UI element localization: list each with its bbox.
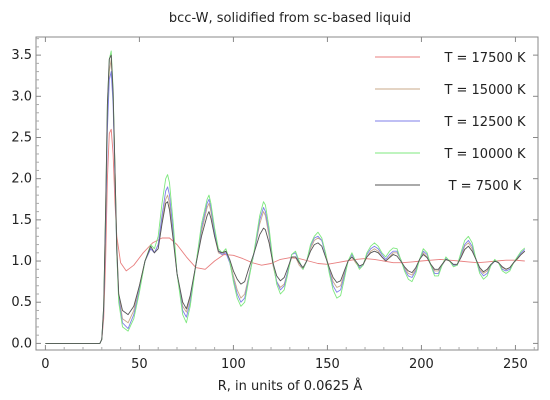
- series-line-3: [45, 71, 526, 344]
- y-tick-label: 3.0: [11, 89, 32, 104]
- series-line-2: [45, 58, 526, 344]
- chart-title: bcc-W, solidified from sc-based liquid: [169, 11, 411, 26]
- x-axis-title: R, in units of 0.0625 Å: [218, 378, 363, 394]
- legend-label-5: T = 7500 K: [448, 179, 522, 194]
- axis-ticks: 0 50 100 150 200 250 0.0 0.5 1.0 1.5 2.0 2.5 3.0 3.5: [11, 37, 538, 372]
- legend: T = 17500 K T = 15000 K T = 12500 K T = 100…: [375, 51, 526, 194]
- legend-label-2: T = 15000 K: [443, 83, 526, 98]
- y-tick-label: 3.5: [11, 48, 32, 63]
- y-tick-label: 2.5: [11, 130, 32, 145]
- y-tick-label: 0.5: [11, 295, 32, 310]
- x-tick-label: 100: [221, 357, 246, 372]
- x-tick-label: 250: [503, 357, 528, 372]
- y-tick-label: 1.5: [11, 213, 32, 228]
- y-tick-label: 0.0: [11, 336, 32, 351]
- y-tick-label: 2.0: [11, 172, 32, 187]
- y-tick-label: 1.0: [11, 254, 32, 269]
- x-tick-label: 50: [131, 357, 148, 372]
- x-tick-label: 200: [409, 357, 434, 372]
- legend-label-4: T = 10000 K: [443, 147, 526, 162]
- plot-frame: [35, 36, 539, 351]
- x-tick-label: 150: [315, 357, 340, 372]
- x-tick-label: 0: [41, 357, 49, 372]
- series-line-5: [45, 54, 526, 344]
- legend-label-3: T = 12500 K: [443, 115, 526, 130]
- series-lines: [45, 50, 526, 344]
- legend-label-1: T = 17500 K: [443, 51, 526, 66]
